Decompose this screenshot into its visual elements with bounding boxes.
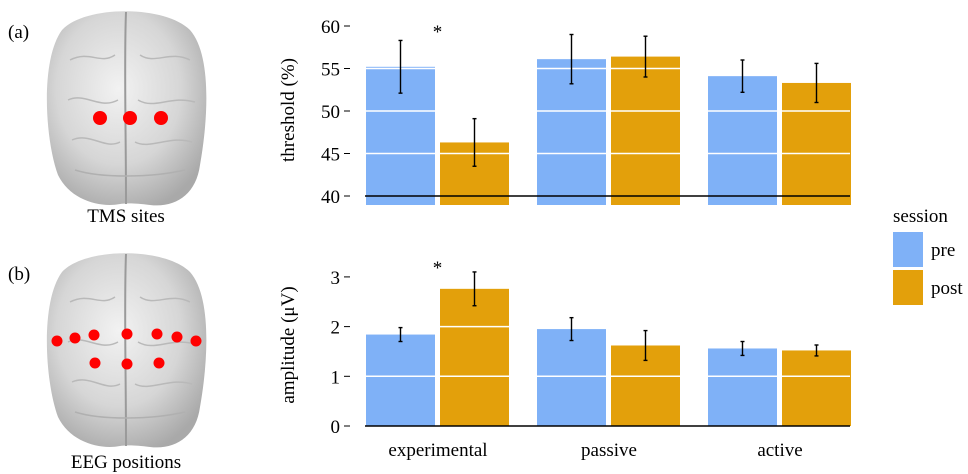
category-label-experimental: experimental [388, 440, 487, 461]
amplitude-bar-pre-experimental [366, 334, 435, 426]
amplitude-errorbar-post-experimental [472, 271, 477, 307]
amplitude-errorbar-pre-active [740, 340, 745, 357]
chart-threshold: 40 45 50 55 60 threshold (%) * [278, 17, 851, 208]
amplitude-ylabel: amplitude (μV) [278, 286, 299, 403]
threshold-errorbar-pre-active [740, 59, 745, 94]
tms-site-marker [93, 111, 107, 125]
brain-image-tms [46, 11, 207, 206]
threshold-errorbar-pre-experimental [398, 39, 403, 94]
threshold-ylabel: threshold (%) [278, 58, 299, 162]
threshold-significance-marker: * [433, 22, 443, 43]
threshold-errorbar-post-experimental [472, 117, 477, 167]
amplitude-bar-pre-active [708, 348, 777, 426]
legend-swatch-pre [893, 232, 923, 267]
eeg-position-markers [51, 328, 202, 370]
amplitude-errorbar-pre-passive [569, 316, 574, 342]
eeg-position-marker [89, 357, 101, 369]
threshold-bar-post-passive [611, 56, 680, 205]
panel-b-label: (b) [8, 264, 30, 285]
amplitude-bar-pre-passive [537, 329, 606, 426]
threshold-ytick-label: 55 [321, 60, 340, 81]
threshold-ytick-label: 45 [321, 145, 340, 166]
eeg-position-marker [171, 331, 183, 343]
legend-label-pre: pre [931, 240, 955, 261]
threshold-errorbar-pre-passive [569, 33, 574, 85]
eeg-caption: EEG positions [71, 452, 181, 473]
threshold-ytick-label: 50 [321, 102, 340, 123]
amplitude-bar-post-active [782, 350, 851, 426]
amplitude-ytick-label: 2 [331, 318, 341, 339]
legend-label-post: post [931, 278, 963, 299]
category-label-passive: passive [581, 440, 637, 461]
threshold-errorbar-post-active [814, 62, 819, 104]
eeg-position-marker [121, 328, 133, 340]
tms-caption: TMS sites [87, 206, 165, 227]
eeg-position-marker [151, 328, 163, 340]
chart-amplitude: 0 1 2 3 amplitude (μV) * experimental passive ac… [278, 258, 851, 461]
threshold-ytick-label: 40 [321, 187, 340, 208]
amplitude-ytick-label: 0 [331, 417, 341, 438]
threshold-bar-pre-active [708, 76, 777, 206]
tms-site-markers [93, 111, 168, 125]
tms-site-marker [154, 111, 168, 125]
amplitude-ytick-label: 3 [331, 268, 341, 289]
eeg-position-marker [69, 332, 81, 344]
tms-site-marker [123, 111, 137, 125]
legend-title: session [893, 206, 948, 227]
amplitude-bar-post-experimental [440, 288, 509, 426]
threshold-errorbar-post-passive [643, 35, 648, 78]
panel-a-label: (a) [8, 22, 29, 43]
amplitude-errorbar-pre-experimental [398, 326, 403, 343]
category-label-active: active [757, 440, 802, 461]
eeg-position-marker [51, 335, 63, 347]
amplitude-errorbar-post-passive [643, 329, 648, 362]
amplitude-ytick-label: 1 [331, 367, 341, 388]
threshold-ytick-label: 60 [321, 17, 340, 38]
brain-image-eeg [46, 253, 207, 448]
eeg-position-marker [121, 358, 133, 370]
eeg-position-marker [190, 335, 202, 347]
legend-swatch-post [893, 270, 923, 305]
legend: session pre post [893, 206, 963, 305]
threshold-bar-post-active [782, 82, 851, 205]
amplitude-errorbar-post-active [814, 344, 819, 357]
amplitude-significance-marker: * [433, 258, 443, 279]
eeg-position-marker [153, 357, 165, 369]
eeg-position-marker [88, 329, 100, 341]
